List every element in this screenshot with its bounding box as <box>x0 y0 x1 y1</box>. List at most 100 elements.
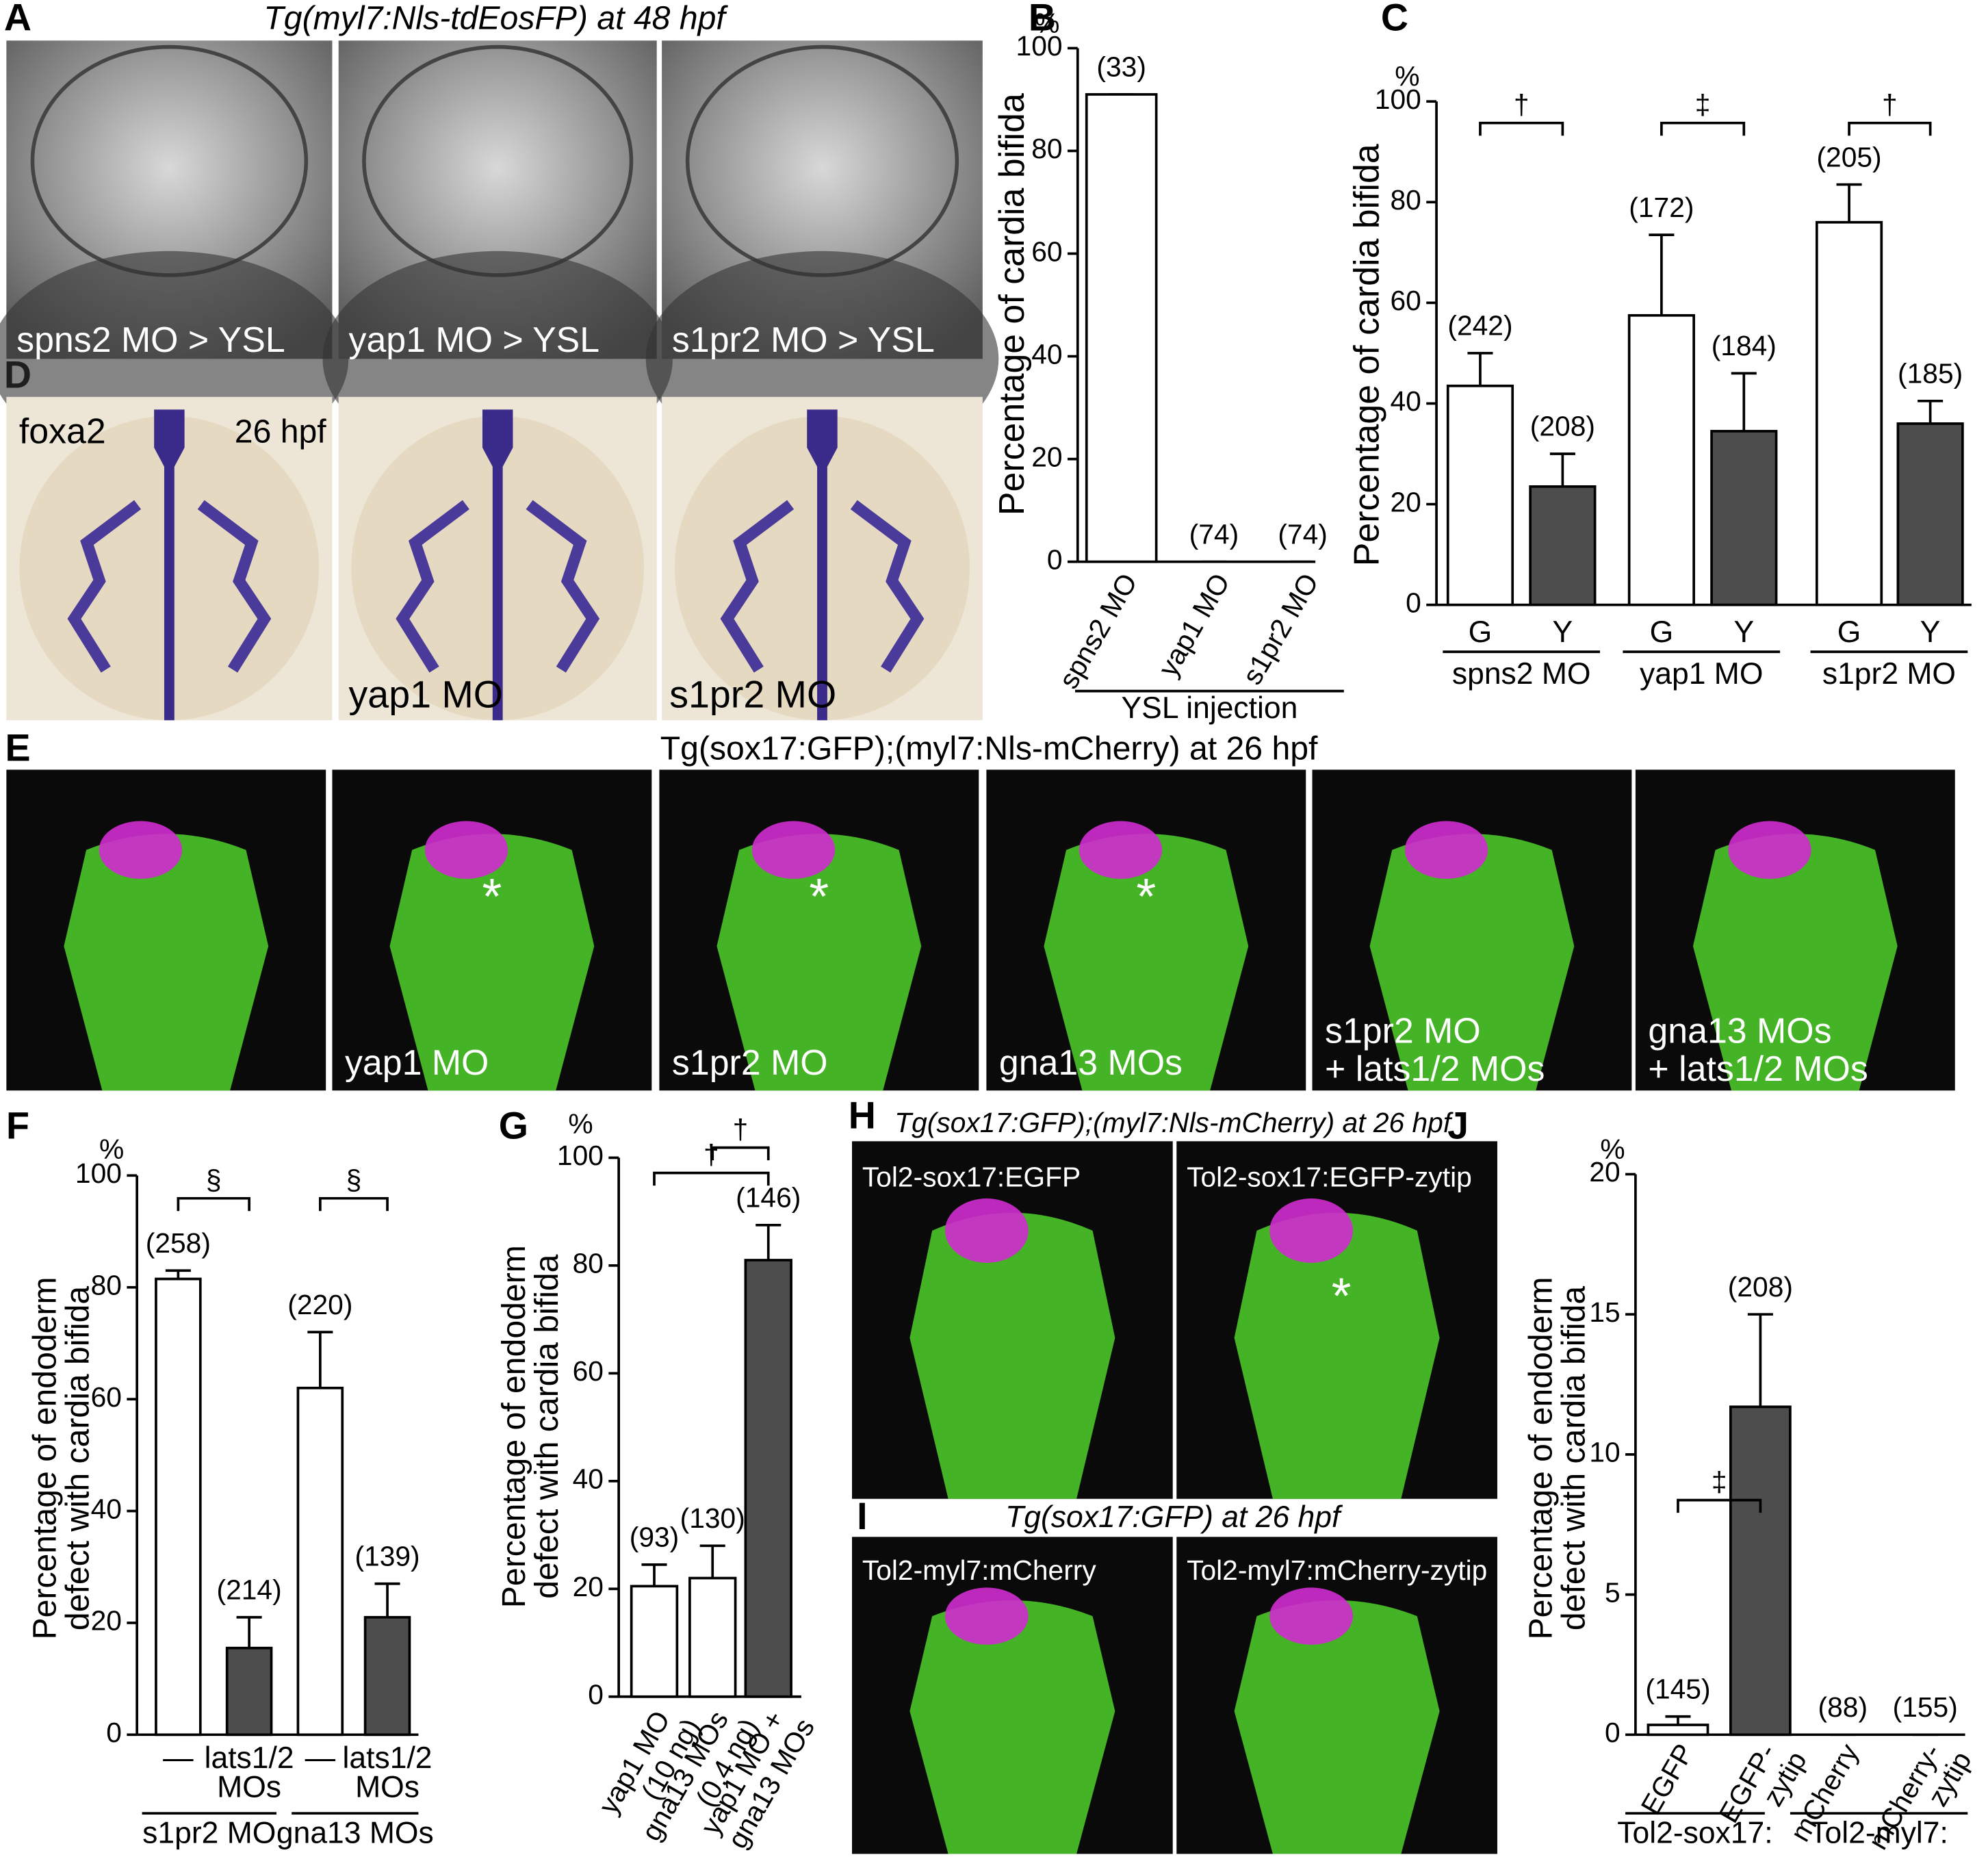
endoderm-stain <box>154 409 185 721</box>
y-axis-label: defect with cardia bifida <box>1555 1286 1592 1630</box>
endoderm-stain <box>396 500 600 673</box>
significance: ‡ <box>1695 88 1711 120</box>
x-tick-label: G <box>1650 615 1674 649</box>
n-label: (208) <box>1530 411 1595 442</box>
panel-letter: B <box>1029 0 1056 38</box>
endoderm-gfp <box>1692 834 1898 1091</box>
y-tick-label: 100 <box>1375 84 1421 115</box>
y-tick-label: 100 <box>557 1140 604 1171</box>
panel-label: gna13 MOs <box>1648 1011 1831 1051</box>
endoderm-gfp <box>1234 1600 1440 1854</box>
y-tick-label: 15 <box>1589 1296 1620 1328</box>
y-axis-label: Percentage of endoderm <box>1522 1277 1559 1639</box>
group-label: Tol2-sox17: <box>1617 1816 1772 1849</box>
heart-mcherry <box>1728 821 1811 879</box>
n-label: (146) <box>736 1182 801 1214</box>
y-tick-label: 20 <box>91 1605 122 1637</box>
group-label: s1pr2 MO <box>1822 657 1956 691</box>
n-label: (242) <box>1447 310 1512 342</box>
significance-bracket <box>319 1196 389 1212</box>
y-axis-label: Percentage of endoderm <box>26 1277 63 1639</box>
panel-title: Tg(sox17:GFP);(myl7:Nls-mCherry) at 26 h… <box>660 730 1318 767</box>
significance: † <box>1514 88 1529 120</box>
x-tick-label: spns2 MO <box>1053 568 1144 694</box>
y-tick-label: 0 <box>1047 543 1063 575</box>
x-tick-label: Y <box>1920 615 1941 649</box>
heart-mcherry <box>1404 821 1488 879</box>
y-tick-label: 20 <box>1589 1156 1620 1188</box>
significance-bracket <box>653 1171 770 1186</box>
y-axis-label: defect with cardia bifida <box>60 1286 96 1630</box>
panel-label: + lats1/2 MOs <box>1648 1049 1868 1088</box>
panel-label: 26 hpf <box>235 413 327 450</box>
x-tick-label: G <box>1469 615 1493 649</box>
bar <box>1085 93 1158 563</box>
bar <box>296 1386 344 1737</box>
y-tick-label: 5 <box>1605 1576 1621 1608</box>
n-label: (185) <box>1898 358 1963 389</box>
bar <box>363 1615 411 1737</box>
panel-label: Tol2-sox17:EGFP <box>862 1162 1081 1193</box>
y-tick-label: 0 <box>1406 587 1421 618</box>
heart-mcherry <box>944 1587 1029 1645</box>
heart-mcherry <box>944 1198 1029 1263</box>
bar <box>688 1576 737 1698</box>
n-label: (88) <box>1818 1691 1868 1723</box>
bar <box>1529 485 1597 606</box>
endoderm-stain <box>482 409 513 721</box>
y-tick-label: 20 <box>1390 486 1421 517</box>
bar <box>1815 220 1883 606</box>
y-tick-label: 80 <box>573 1248 604 1279</box>
endoderm-gfp <box>717 834 922 1091</box>
panel-letter: C <box>1381 0 1408 38</box>
group-label: s1pr2 MO <box>142 1816 276 1849</box>
panel-label: s1pr2 MO <box>672 1042 828 1082</box>
significance-bracket <box>1848 121 1932 136</box>
endoderm-gfp <box>389 834 595 1091</box>
y-tick-label: 40 <box>1390 385 1421 417</box>
heart-mcherry <box>1269 1198 1354 1263</box>
n-label: (130) <box>680 1502 745 1534</box>
significance-bracket <box>1677 1498 1762 1513</box>
heart-mcherry <box>1269 1587 1354 1645</box>
bar <box>1627 313 1695 606</box>
asterisk: * <box>482 868 502 925</box>
endoderm-gfp <box>64 834 269 1091</box>
endoderm-stain <box>807 409 838 721</box>
y-unit: % <box>1600 1133 1625 1165</box>
y-unit: % <box>568 1108 593 1140</box>
panel-title: Tg(sox17:GFP) at 26 hpf <box>1005 1500 1343 1534</box>
bar <box>1710 430 1778 606</box>
significance-bracket <box>177 1196 250 1212</box>
y-tick-label: 10 <box>1589 1437 1620 1468</box>
n-label: (220) <box>287 1289 352 1320</box>
panel-letter: G <box>499 1104 528 1147</box>
y-tick-label: 60 <box>91 1381 122 1413</box>
y-tick-label: 20 <box>1031 441 1062 472</box>
y-tick-label: 20 <box>573 1571 604 1602</box>
bar <box>225 1646 273 1737</box>
y-unit: % <box>1395 61 1419 92</box>
group-label: gna13 MOs <box>276 1816 434 1849</box>
y-tick-label: 100 <box>75 1157 122 1189</box>
significance-bracket <box>1479 121 1564 136</box>
x-tick-label: Y <box>1553 615 1573 649</box>
panel-label: yap1 MO <box>345 1042 489 1082</box>
significance-bracket <box>711 1146 770 1161</box>
endoderm-stain <box>67 500 272 673</box>
panel-title: Tg(sox17:GFP);(myl7:Nls-mCherry) at 26 h… <box>894 1107 1454 1138</box>
y-tick-label: 60 <box>1390 285 1421 316</box>
heart-mcherry <box>1079 821 1163 879</box>
bar <box>630 1585 679 1698</box>
panel-label: yap1 MO > YSL <box>349 320 600 359</box>
asterisk: * <box>809 868 829 925</box>
panel-label: s1pr2 MO <box>669 674 836 716</box>
y-unit: % <box>1035 8 1059 39</box>
y-tick-label: 40 <box>1031 338 1062 370</box>
x-tick-label: lats1/2 <box>205 1741 294 1775</box>
significance: § <box>346 1164 362 1195</box>
heart-mcherry <box>424 821 508 879</box>
y-tick-label: 40 <box>91 1493 122 1524</box>
panel-letter: E <box>5 726 30 769</box>
asterisk: * <box>1332 1267 1352 1324</box>
